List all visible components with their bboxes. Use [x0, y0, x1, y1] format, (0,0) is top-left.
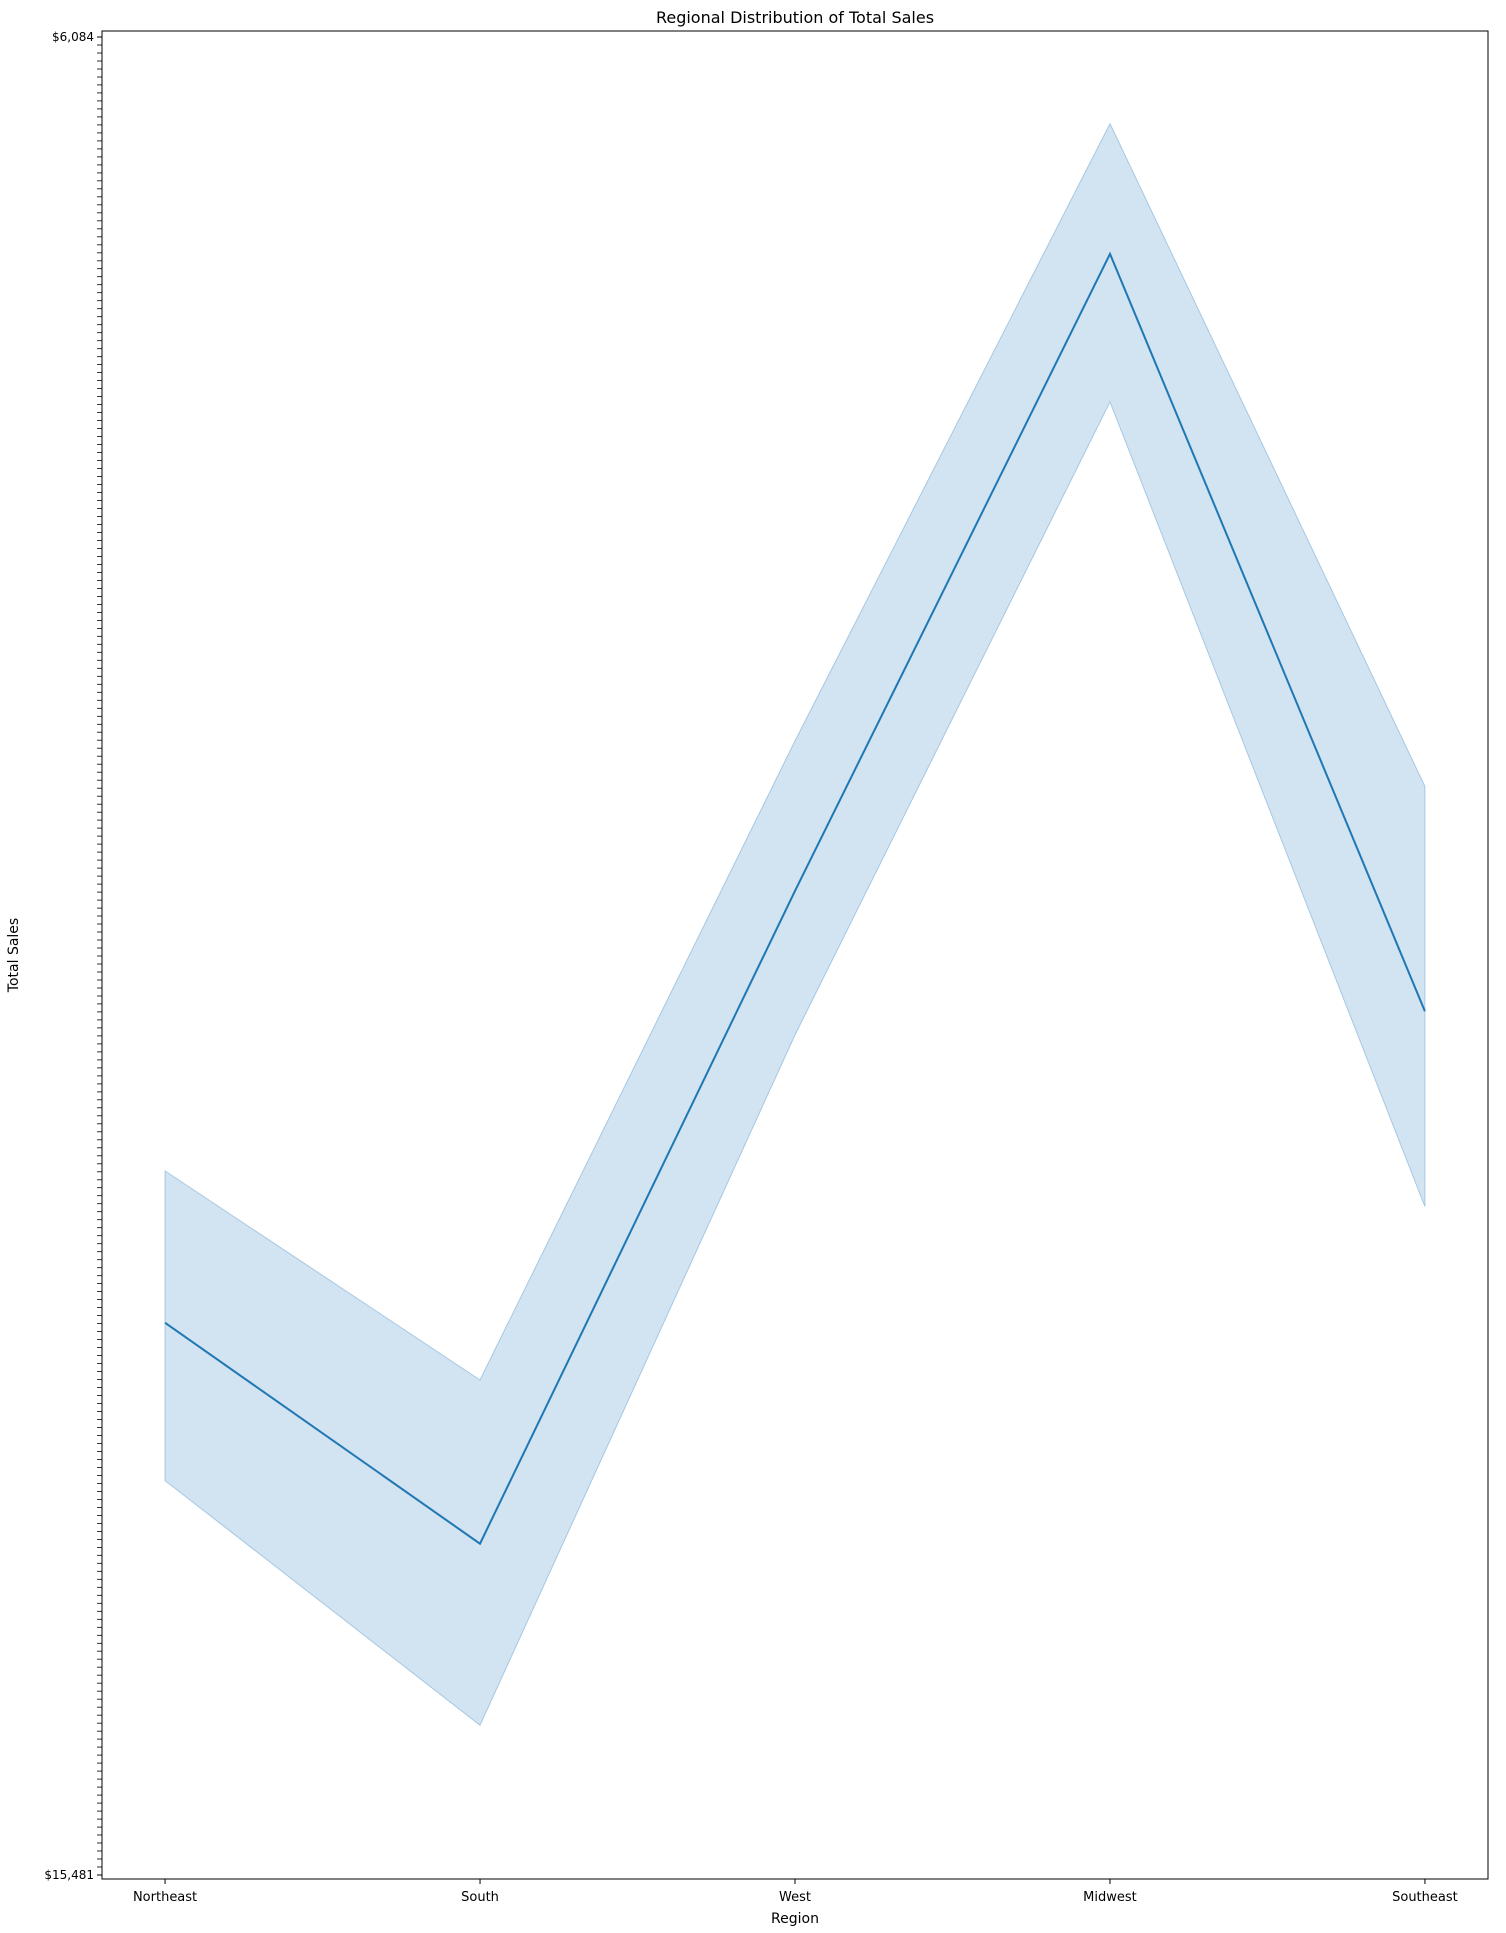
x-tick-label-west: West: [779, 1890, 811, 1905]
series-line-layer: [164, 251, 1426, 1546]
confidence-band: [164, 122, 1426, 1726]
y-axis-ticks: $6,084 $15,481: [44, 30, 102, 1882]
chart-title: Regional Distribution of Total Sales: [656, 8, 934, 27]
x-tick-label-southeast: Southeast: [1392, 1890, 1458, 1905]
x-axis-ticks: Northeast South West Midwest Southeast: [133, 1879, 1458, 1905]
x-tick-label-northeast: Northeast: [133, 1890, 197, 1905]
y-tick-label-bottom: $15,481: [44, 1868, 94, 1882]
y-tick-label-top: $6,084: [52, 30, 94, 44]
y-axis-label: Total Sales: [6, 918, 22, 993]
confidence-band-layer: [164, 122, 1426, 1726]
x-tick-label-south: South: [461, 1890, 499, 1905]
x-axis-label: Region: [771, 1911, 819, 1927]
x-tick-label-midwest: Midwest: [1083, 1890, 1137, 1905]
